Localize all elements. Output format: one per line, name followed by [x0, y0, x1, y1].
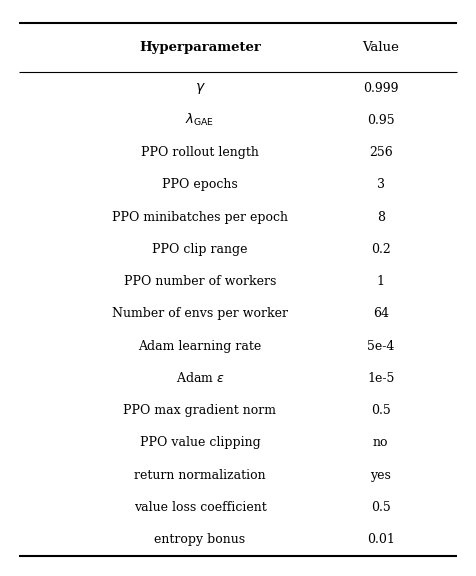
Text: PPO clip range: PPO clip range — [152, 243, 248, 256]
Text: 0.5: 0.5 — [371, 501, 391, 514]
Text: no: no — [373, 437, 388, 449]
Text: value loss coefficient: value loss coefficient — [134, 501, 266, 514]
Text: Value: Value — [362, 41, 399, 54]
Text: 256: 256 — [369, 146, 393, 159]
Text: 8: 8 — [377, 211, 385, 223]
Text: PPO value clipping: PPO value clipping — [139, 437, 260, 449]
Text: Adam $\epsilon$: Adam $\epsilon$ — [176, 372, 224, 385]
Text: 0.01: 0.01 — [367, 533, 395, 546]
Text: $\lambda_{\mathrm{GAE}}$: $\lambda_{\mathrm{GAE}}$ — [185, 112, 215, 128]
Text: PPO rollout length: PPO rollout length — [141, 146, 259, 159]
Text: 0.5: 0.5 — [371, 404, 391, 417]
Text: 5e-4: 5e-4 — [367, 340, 395, 353]
Text: 1: 1 — [377, 275, 385, 288]
Text: PPO minibatches per epoch: PPO minibatches per epoch — [112, 211, 288, 223]
Text: 1e-5: 1e-5 — [367, 372, 395, 385]
Text: Adam learning rate: Adam learning rate — [139, 340, 261, 353]
Text: return normalization: return normalization — [134, 469, 266, 482]
Text: $\gamma$: $\gamma$ — [195, 81, 205, 96]
Text: 0.2: 0.2 — [371, 243, 391, 256]
Text: 0.95: 0.95 — [367, 114, 395, 127]
Text: Hyperparameter: Hyperparameter — [139, 41, 261, 54]
Text: 3: 3 — [377, 179, 385, 191]
Text: PPO epochs: PPO epochs — [162, 179, 238, 191]
Text: yes: yes — [370, 469, 391, 482]
Text: 64: 64 — [373, 308, 389, 320]
Text: Number of envs per worker: Number of envs per worker — [112, 308, 288, 320]
Text: entropy bonus: entropy bonus — [154, 533, 246, 546]
Text: PPO max gradient norm: PPO max gradient norm — [123, 404, 277, 417]
Text: 0.999: 0.999 — [363, 82, 398, 94]
Text: PPO number of workers: PPO number of workers — [124, 275, 276, 288]
